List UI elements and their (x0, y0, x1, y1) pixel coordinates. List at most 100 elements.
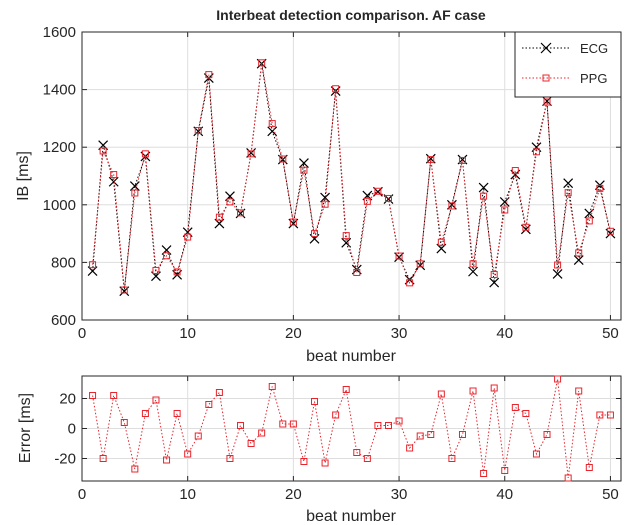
error-y-tick-label: -20 (54, 451, 76, 468)
error-error-series-0-point (554, 375, 562, 383)
ib-ppg-point (511, 167, 519, 175)
error-error-series-0-point (522, 410, 530, 417)
error-error-series-0-point (480, 470, 488, 477)
error-error-series-0-point (458, 431, 466, 438)
ib-ppg-point (163, 252, 171, 260)
legend-ppg-square-marker (542, 74, 550, 82)
ib-ecg-point (573, 255, 584, 266)
ib-y-tick-label: 1600 (43, 24, 76, 41)
error-error-series-0-point (448, 455, 456, 462)
ib-ppg-line (92, 62, 611, 291)
ib-ppg-point (427, 156, 435, 164)
error-ticks: 0 10 20 30 40 50 -20 0 20 (54, 376, 621, 503)
ib-ecg-point (552, 268, 563, 279)
error-grid (82, 376, 621, 481)
error-error-series-0-point (163, 456, 171, 464)
ib-ppg-point (480, 192, 488, 200)
error-error-series-0-point (384, 422, 392, 429)
error-x-axis-label: beat number (306, 508, 397, 525)
ib-ppg-point (585, 217, 593, 225)
ib-ppg-point (575, 249, 583, 257)
ib-ppg-point (237, 209, 245, 217)
ib-ppg-point (247, 150, 255, 158)
error-error-series-0-point (490, 384, 498, 392)
ib-ppg-point (448, 202, 456, 210)
error-error-series-0-point (194, 432, 202, 440)
error-error-series-0-point (427, 431, 435, 438)
legend-ppg-label: PPG (580, 71, 607, 86)
error-error-series-0-point (321, 459, 329, 467)
error-x-tick-label: 30 (391, 486, 408, 503)
ib-ppg-point (215, 213, 223, 221)
ib-ppg-point (406, 279, 414, 287)
ib-ppg-point (173, 268, 181, 276)
legend-box (514, 31, 622, 98)
ib-ppg-point (205, 71, 213, 79)
error-error-series-0-point (353, 449, 361, 456)
ib-ppg-point (226, 198, 234, 206)
ib-ppg-point (596, 184, 604, 192)
ib-ppg-point (311, 230, 319, 238)
error-error-series-0-point (416, 432, 424, 440)
error-error-series-0-point (406, 444, 414, 452)
error-error-series-0-point (141, 410, 149, 417)
ib-ecg-point (468, 266, 478, 277)
ib-x-tick-label: 40 (496, 325, 513, 342)
ib-ppg-point (606, 227, 614, 235)
ib-ecg-point (563, 178, 574, 189)
ib-ppg-point (501, 206, 509, 214)
ib-ppg-point (458, 156, 466, 164)
error-error-series-0-point (606, 411, 614, 419)
ib-ppg-point (363, 197, 371, 205)
error-error-series-0-point (311, 398, 319, 405)
ib-ecg-point (299, 158, 309, 168)
ib-x-tick-label: 10 (179, 325, 196, 342)
ib-ppg-point (300, 166, 308, 174)
error-x-tick-label: 0 (78, 486, 86, 503)
error-error-series-0-point (342, 386, 350, 393)
ib-ppg-point (543, 98, 551, 106)
error-error-series-0-point (268, 383, 276, 390)
error-error-series-0-point (89, 392, 97, 399)
error-error-series-0-point (110, 392, 118, 399)
ib-ppg-point (268, 120, 276, 128)
error-series (89, 375, 614, 482)
ib-ppg-point (554, 261, 562, 269)
ib-ppg-point (184, 233, 192, 241)
error-error-series-0-point (332, 411, 340, 419)
ib-x-axis-label: beat number (306, 348, 397, 365)
legend-ecg-label: ECG (580, 41, 608, 56)
ib-y-tick-label: 1000 (43, 197, 76, 214)
ib-ppg-point (437, 238, 445, 246)
ib-ppg-point (279, 155, 287, 163)
ib-ppg-point (131, 189, 139, 197)
ib-y-tick-label: 1200 (43, 139, 76, 156)
ib-ppg-point (416, 260, 424, 268)
ib-ecg-point (320, 192, 331, 203)
ib-ppg-point (374, 187, 382, 195)
ib-ppg-point (490, 270, 498, 278)
error-error-series-0-point (300, 458, 308, 465)
ib-ppg-point (564, 189, 572, 197)
error-error-series-0-point (205, 401, 213, 408)
ib-y-axis-label: IB [ms] (15, 151, 32, 201)
error-error-series-0-point (99, 455, 107, 462)
ib-ppg-point (395, 252, 403, 260)
ib-ecg-point (108, 176, 119, 187)
error-error-series-0-point (258, 429, 266, 437)
ib-x-tick-label: 50 (602, 325, 619, 342)
ib-ppg-point (89, 261, 97, 269)
error-error-series-0-point (131, 465, 139, 473)
error-error-series-0-point (215, 389, 223, 396)
ib-ppg-point (99, 147, 107, 155)
error-error-series-0-point (575, 387, 583, 395)
error-error-series-0-point (395, 417, 403, 425)
error-error-series-0-point (437, 390, 445, 398)
error-error-series-0-point (501, 467, 509, 474)
error-error-series-0-point (173, 410, 181, 417)
error-error-series-0-point (532, 450, 540, 458)
error-error-series-0-point (120, 419, 128, 426)
ib-ppg-point (532, 148, 540, 156)
error-y-tick-label: 0 (68, 421, 76, 438)
error-plot: 0 10 20 30 40 50 -20 0 20 beat number Error [ms] (17, 375, 622, 525)
